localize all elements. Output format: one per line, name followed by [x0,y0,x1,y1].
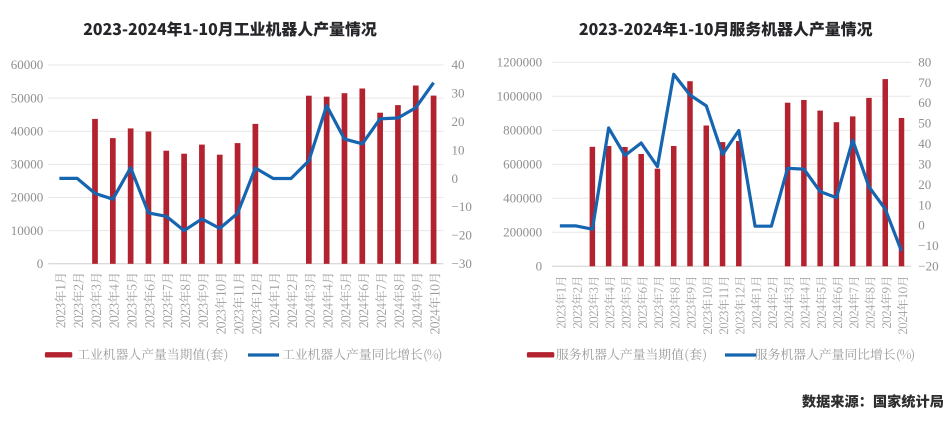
svg-text:−10: −10 [452,199,472,214]
svg-text:60000: 60000 [11,57,44,72]
svg-text:70: 70 [918,75,931,90]
svg-text:40000: 40000 [11,123,44,138]
svg-text:10: 10 [918,197,931,212]
svg-text:30: 30 [452,86,465,101]
svg-text:800000: 800000 [503,122,542,137]
svg-text:−20: −20 [918,259,938,274]
svg-text:50: 50 [918,116,931,131]
svg-text:40: 40 [452,57,465,72]
svg-text:10000: 10000 [11,223,44,238]
svg-text:30000: 30000 [11,157,44,172]
svg-text:60: 60 [918,95,931,110]
svg-text:50000: 50000 [11,90,44,105]
svg-text:0: 0 [452,171,459,186]
svg-text:20000: 20000 [11,190,44,205]
svg-text:20: 20 [918,177,931,192]
svg-text:30: 30 [918,156,931,171]
svg-text:1200000: 1200000 [497,54,543,69]
svg-text:−20: −20 [452,228,472,243]
svg-text:400000: 400000 [503,190,542,205]
svg-text:−30: −30 [452,256,472,271]
svg-text:0: 0 [37,256,44,271]
svg-text:10: 10 [452,142,465,157]
svg-text:40: 40 [918,136,931,151]
svg-text:200000: 200000 [503,224,542,239]
svg-text:−10: −10 [918,238,938,253]
svg-text:0: 0 [536,259,543,274]
svg-text:20: 20 [452,114,465,129]
svg-text:80: 80 [918,54,931,69]
svg-text:600000: 600000 [503,156,542,171]
svg-text:0: 0 [918,218,925,233]
svg-text:1000000: 1000000 [497,88,543,103]
